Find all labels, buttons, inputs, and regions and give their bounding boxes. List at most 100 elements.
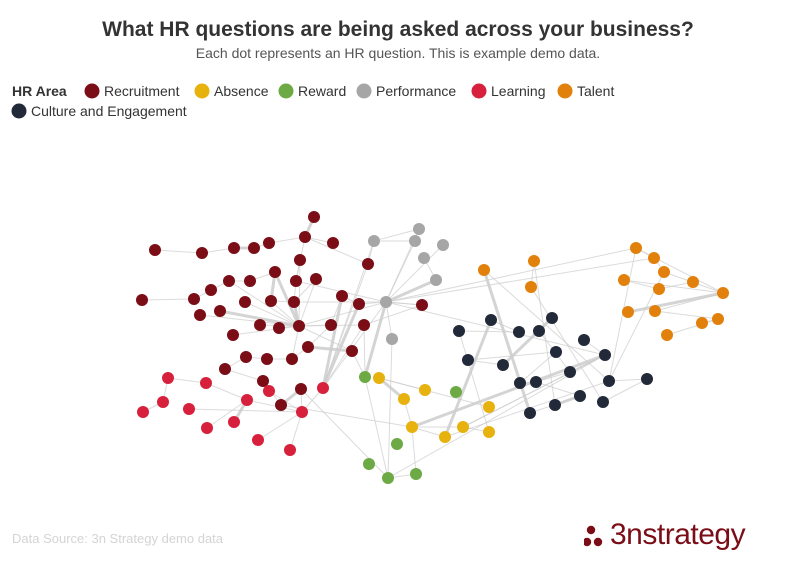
question-node-culture-and-engagement[interactable] bbox=[514, 377, 526, 389]
legend-item[interactable]: Talent bbox=[557, 83, 615, 99]
question-node-learning[interactable] bbox=[296, 406, 308, 418]
question-node-recruitment[interactable] bbox=[254, 319, 266, 331]
question-node-talent[interactable] bbox=[630, 242, 642, 254]
question-node-recruitment[interactable] bbox=[261, 353, 273, 365]
question-node-recruitment[interactable] bbox=[290, 275, 302, 287]
question-node-performance[interactable] bbox=[409, 235, 421, 247]
question-node-recruitment[interactable] bbox=[219, 363, 231, 375]
question-node-learning[interactable] bbox=[284, 444, 296, 456]
question-node-recruitment[interactable] bbox=[308, 211, 320, 223]
question-node-recruitment[interactable] bbox=[286, 353, 298, 365]
question-node-reward[interactable] bbox=[391, 438, 403, 450]
question-node-culture-and-engagement[interactable] bbox=[497, 359, 509, 371]
question-node-culture-and-engagement[interactable] bbox=[453, 325, 465, 337]
question-node-learning[interactable] bbox=[157, 396, 169, 408]
question-node-recruitment[interactable] bbox=[353, 298, 365, 310]
question-node-recruitment[interactable] bbox=[358, 319, 370, 331]
question-node-culture-and-engagement[interactable] bbox=[549, 399, 561, 411]
legend-item[interactable]: Absence bbox=[194, 83, 269, 99]
question-node-recruitment[interactable] bbox=[325, 319, 337, 331]
question-node-recruitment[interactable] bbox=[136, 294, 148, 306]
question-node-performance[interactable] bbox=[437, 239, 449, 251]
question-node-culture-and-engagement[interactable] bbox=[597, 396, 609, 408]
question-node-learning[interactable] bbox=[228, 416, 240, 428]
question-node-culture-and-engagement[interactable] bbox=[603, 375, 615, 387]
question-node-learning[interactable] bbox=[183, 403, 195, 415]
question-node-absence[interactable] bbox=[406, 421, 418, 433]
question-node-performance[interactable] bbox=[380, 296, 392, 308]
question-node-reward[interactable] bbox=[359, 371, 371, 383]
question-node-learning[interactable] bbox=[317, 382, 329, 394]
question-node-absence[interactable] bbox=[373, 372, 385, 384]
question-node-recruitment[interactable] bbox=[336, 290, 348, 302]
question-node-recruitment[interactable] bbox=[295, 383, 307, 395]
question-node-recruitment[interactable] bbox=[188, 293, 200, 305]
legend-item[interactable]: Reward bbox=[278, 83, 347, 99]
question-node-culture-and-engagement[interactable] bbox=[546, 312, 558, 324]
question-node-culture-and-engagement[interactable] bbox=[462, 354, 474, 366]
question-node-learning[interactable] bbox=[201, 422, 213, 434]
question-node-recruitment[interactable] bbox=[302, 341, 314, 353]
question-node-performance[interactable] bbox=[368, 235, 380, 247]
question-node-culture-and-engagement[interactable] bbox=[564, 366, 576, 378]
question-node-recruitment[interactable] bbox=[327, 237, 339, 249]
question-node-recruitment[interactable] bbox=[239, 296, 251, 308]
question-node-recruitment[interactable] bbox=[248, 242, 260, 254]
question-node-recruitment[interactable] bbox=[269, 266, 281, 278]
question-node-talent[interactable] bbox=[653, 283, 665, 295]
question-node-recruitment[interactable] bbox=[240, 351, 252, 363]
question-node-learning[interactable] bbox=[162, 372, 174, 384]
question-node-recruitment[interactable] bbox=[294, 254, 306, 266]
question-node-talent[interactable] bbox=[528, 255, 540, 267]
legend-item[interactable]: Learning bbox=[471, 83, 546, 99]
question-node-recruitment[interactable] bbox=[244, 275, 256, 287]
question-node-recruitment[interactable] bbox=[257, 375, 269, 387]
question-node-learning[interactable] bbox=[252, 434, 264, 446]
question-node-talent[interactable] bbox=[478, 264, 490, 276]
question-node-culture-and-engagement[interactable] bbox=[550, 346, 562, 358]
question-node-culture-and-engagement[interactable] bbox=[530, 376, 542, 388]
question-node-recruitment[interactable] bbox=[263, 237, 275, 249]
question-node-talent[interactable] bbox=[648, 252, 660, 264]
question-node-recruitment[interactable] bbox=[196, 247, 208, 259]
question-node-talent[interactable] bbox=[658, 266, 670, 278]
question-node-recruitment[interactable] bbox=[205, 284, 217, 296]
question-node-learning[interactable] bbox=[263, 385, 275, 397]
question-node-performance[interactable] bbox=[430, 274, 442, 286]
question-node-recruitment[interactable] bbox=[416, 299, 428, 311]
question-node-absence[interactable] bbox=[398, 393, 410, 405]
question-node-performance[interactable] bbox=[413, 223, 425, 235]
question-node-learning[interactable] bbox=[200, 377, 212, 389]
legend-item[interactable]: Culture and Engagement bbox=[11, 103, 187, 119]
question-node-culture-and-engagement[interactable] bbox=[533, 325, 545, 337]
question-node-talent[interactable] bbox=[717, 287, 729, 299]
question-node-absence[interactable] bbox=[419, 384, 431, 396]
question-node-recruitment[interactable] bbox=[299, 231, 311, 243]
question-node-culture-and-engagement[interactable] bbox=[574, 390, 586, 402]
question-node-recruitment[interactable] bbox=[149, 244, 161, 256]
question-node-talent[interactable] bbox=[649, 305, 661, 317]
question-node-learning[interactable] bbox=[241, 394, 253, 406]
question-node-recruitment[interactable] bbox=[275, 399, 287, 411]
question-node-performance[interactable] bbox=[418, 252, 430, 264]
question-node-talent[interactable] bbox=[712, 313, 724, 325]
question-node-recruitment[interactable] bbox=[288, 296, 300, 308]
question-node-absence[interactable] bbox=[439, 431, 451, 443]
legend-item[interactable]: Recruitment bbox=[84, 83, 180, 99]
question-node-recruitment[interactable] bbox=[194, 309, 206, 321]
question-node-reward[interactable] bbox=[450, 386, 462, 398]
question-node-recruitment[interactable] bbox=[310, 273, 322, 285]
question-node-culture-and-engagement[interactable] bbox=[599, 349, 611, 361]
question-node-talent[interactable] bbox=[687, 276, 699, 288]
question-node-absence[interactable] bbox=[483, 426, 495, 438]
question-node-talent[interactable] bbox=[622, 306, 634, 318]
question-node-recruitment[interactable] bbox=[273, 322, 285, 334]
question-node-recruitment[interactable] bbox=[293, 320, 305, 332]
question-node-reward[interactable] bbox=[410, 468, 422, 480]
question-node-culture-and-engagement[interactable] bbox=[524, 407, 536, 419]
question-node-recruitment[interactable] bbox=[265, 295, 277, 307]
question-node-talent[interactable] bbox=[618, 274, 630, 286]
question-node-reward[interactable] bbox=[382, 472, 394, 484]
question-node-talent[interactable] bbox=[696, 317, 708, 329]
question-node-absence[interactable] bbox=[457, 421, 469, 433]
